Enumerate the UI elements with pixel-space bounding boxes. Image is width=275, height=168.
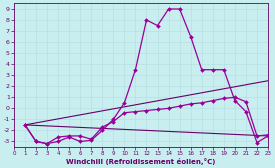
X-axis label: Windchill (Refroidissement éolien,°C): Windchill (Refroidissement éolien,°C) <box>66 158 216 164</box>
